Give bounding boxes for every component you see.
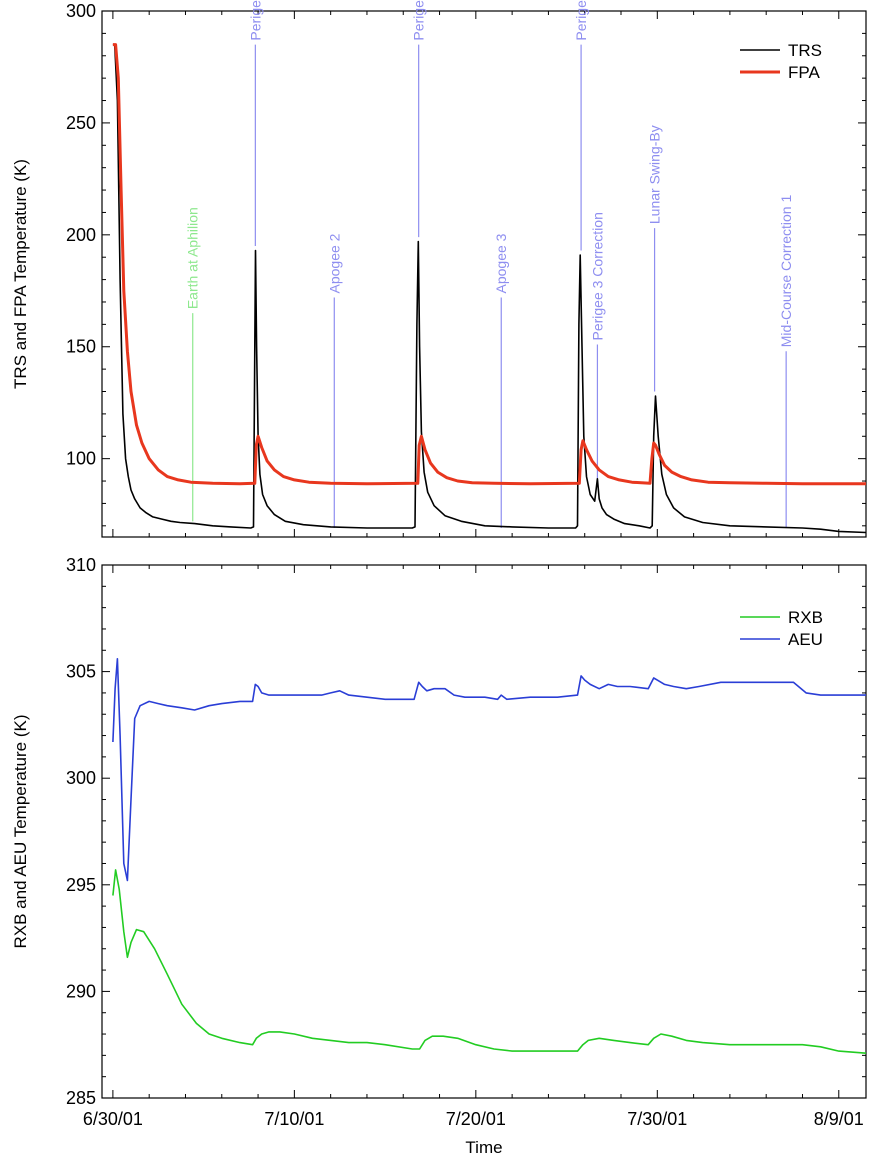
plot-frame: [101, 564, 867, 1099]
y-tick-label: 305: [66, 662, 96, 682]
chart-panel-2: 285 290 295 300 305 310 6/30/01 7/10/01 7/20/01 7…: [11, 555, 867, 1154]
y-tick-label: 295: [66, 875, 96, 895]
y-tick-label: 300: [66, 768, 96, 788]
series-line-fpa: [112, 43, 866, 486]
legend-label-aeu: AEU: [788, 630, 823, 649]
event-marker-label: Lunar Swing-By: [647, 125, 663, 224]
y-tick-label: 150: [66, 337, 96, 357]
legend-label-trs: TRS: [788, 41, 822, 60]
event-marker-label: Perigee 3 Correction: [589, 212, 605, 340]
legend-label-fpa: FPA: [788, 63, 820, 82]
event-marker-label: Perigee 1: [247, 0, 263, 41]
y-tick-label: 250: [66, 113, 96, 133]
y-tick-label: 100: [66, 449, 96, 469]
event-marker-label: Perigee 3: [573, 0, 589, 41]
event-marker-label: Apogee 2: [326, 233, 342, 293]
y-tick-label: 300: [66, 1, 96, 21]
x-axis-title: Time: [465, 1138, 502, 1154]
series-line-rxb: [112, 869, 867, 1054]
plot-frame: [101, 10, 867, 538]
y-tick-label: 310: [66, 555, 96, 575]
y-axis-title: TRS and FPA Temperature (K): [11, 159, 30, 389]
chart-panel-1: 100 150 200 250 300 TRS and FPA Temperature (…: [11, 0, 867, 538]
x-tick-label: 8/9/01: [814, 1109, 864, 1129]
y-axis-title: RXB and AEU Temperature (K): [11, 714, 30, 948]
event-marker-label: Mid-Course Correction 1: [778, 195, 794, 348]
x-tick-label: 6/30/01: [83, 1109, 143, 1129]
series-line-trs: [112, 43, 867, 534]
y-tick-label: 290: [66, 981, 96, 1001]
x-tick-label: 7/20/01: [446, 1109, 506, 1129]
event-marker-label: Perigee 2: [411, 0, 427, 41]
y-tick-label: 285: [66, 1088, 96, 1108]
event-marker-label: Apogee 3: [493, 233, 509, 293]
x-tick-label: 7/10/01: [264, 1109, 324, 1129]
event-marker-label: Earth at Aphilion: [185, 207, 201, 309]
legend-label-rxb: RXB: [788, 608, 823, 627]
x-tick-label: 7/30/01: [627, 1109, 687, 1129]
series-line-aeu: [112, 657, 866, 882]
y-tick-label: 200: [66, 225, 96, 245]
